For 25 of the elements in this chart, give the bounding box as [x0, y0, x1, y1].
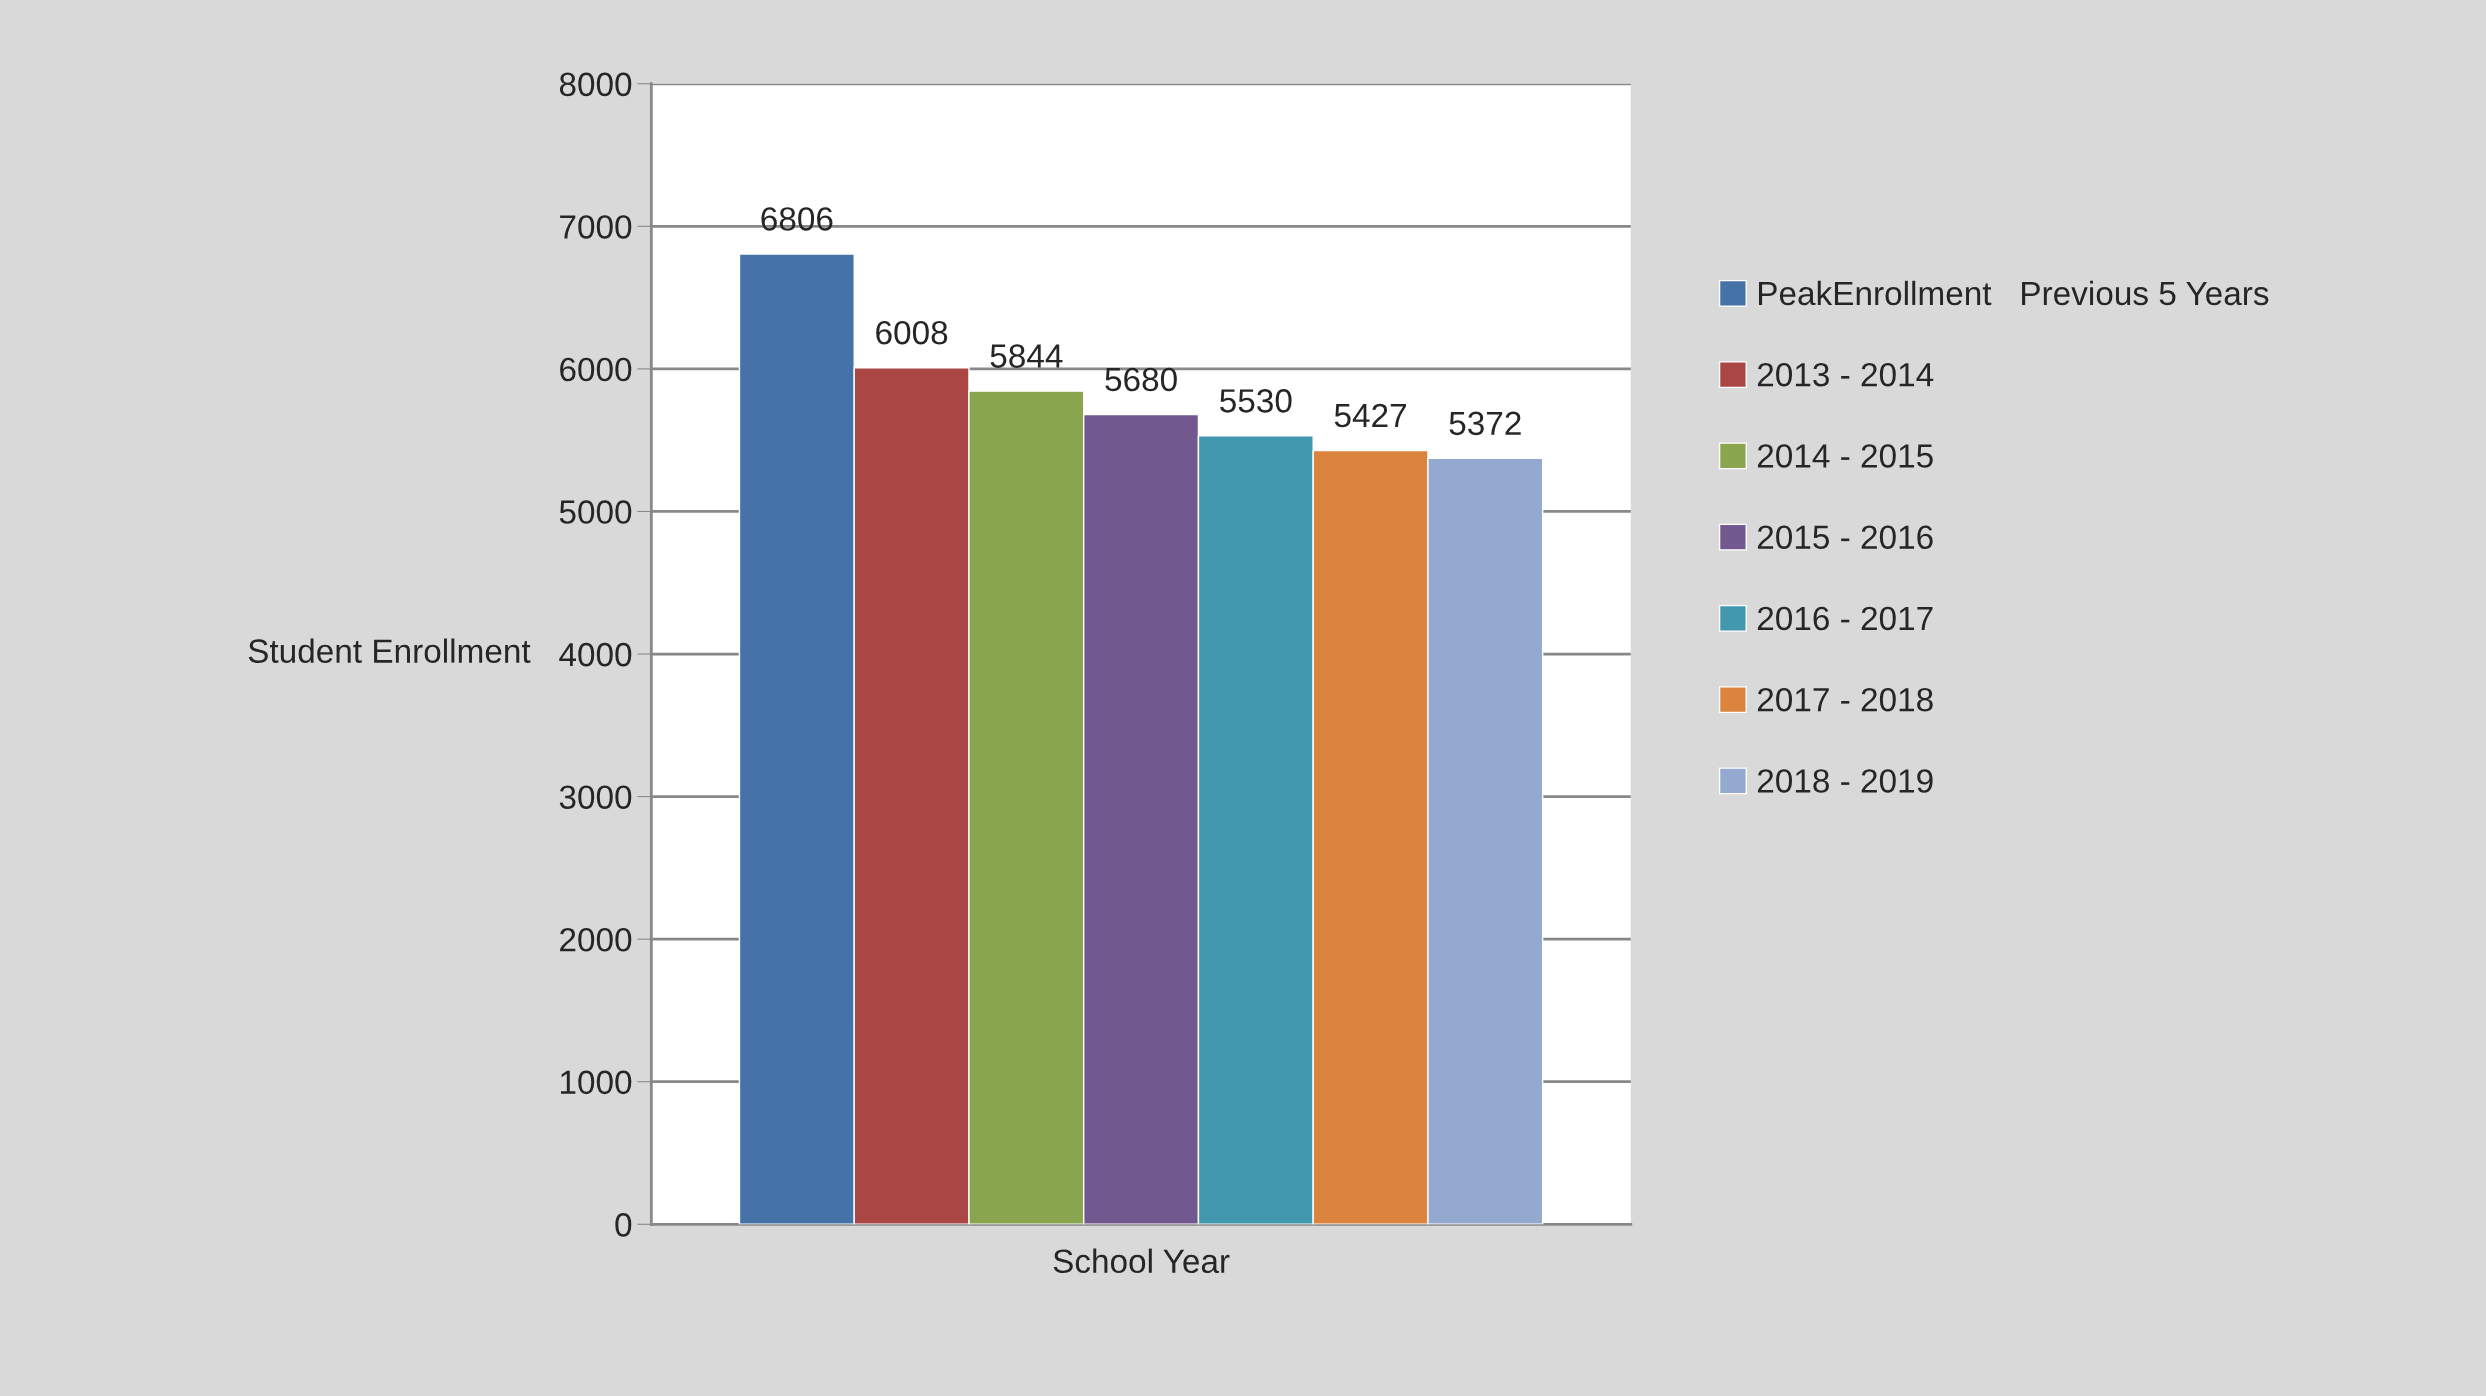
data-label: 5680	[1105, 367, 1177, 392]
y-tick-label: 5000	[559, 500, 632, 524]
y-tick-label: 4000	[559, 642, 632, 667]
y-tick-label: 6000	[560, 357, 632, 382]
data-label: 6806	[761, 207, 833, 231]
y-tick-label: 3000	[559, 785, 632, 809]
legend-label: 2014 - 2015	[1757, 444, 1933, 468]
data-label: 5530	[1220, 389, 1292, 413]
data-label: 6008	[876, 320, 948, 345]
x-axis-title: School Year	[1053, 1248, 1230, 1274]
y-tick-label: 1000	[560, 1070, 632, 1095]
y-axis-title: Student Enrollment	[248, 638, 531, 663]
data-label: 5427	[1334, 403, 1406, 428]
y-tick-label: 8000	[559, 72, 632, 97]
legend-label: PeakEnrollment Previous 5 Years	[1758, 280, 2269, 306]
data-label: 5372	[1449, 411, 1521, 436]
legend-label: 2015 - 2016	[1757, 525, 1933, 550]
data-label: 5844	[990, 344, 1063, 368]
y-tick-label: 7000	[560, 215, 632, 239]
legend-label: 2018 - 2019	[1757, 769, 1933, 793]
legend-label: 2016 - 2017	[1757, 606, 1933, 631]
y-tick-label: 2000	[560, 927, 632, 952]
y-tick-label: 0	[615, 1213, 632, 1237]
legend-label: 2017 - 2018	[1757, 687, 1933, 712]
legend-label: 2013 - 2014	[1757, 362, 1934, 387]
